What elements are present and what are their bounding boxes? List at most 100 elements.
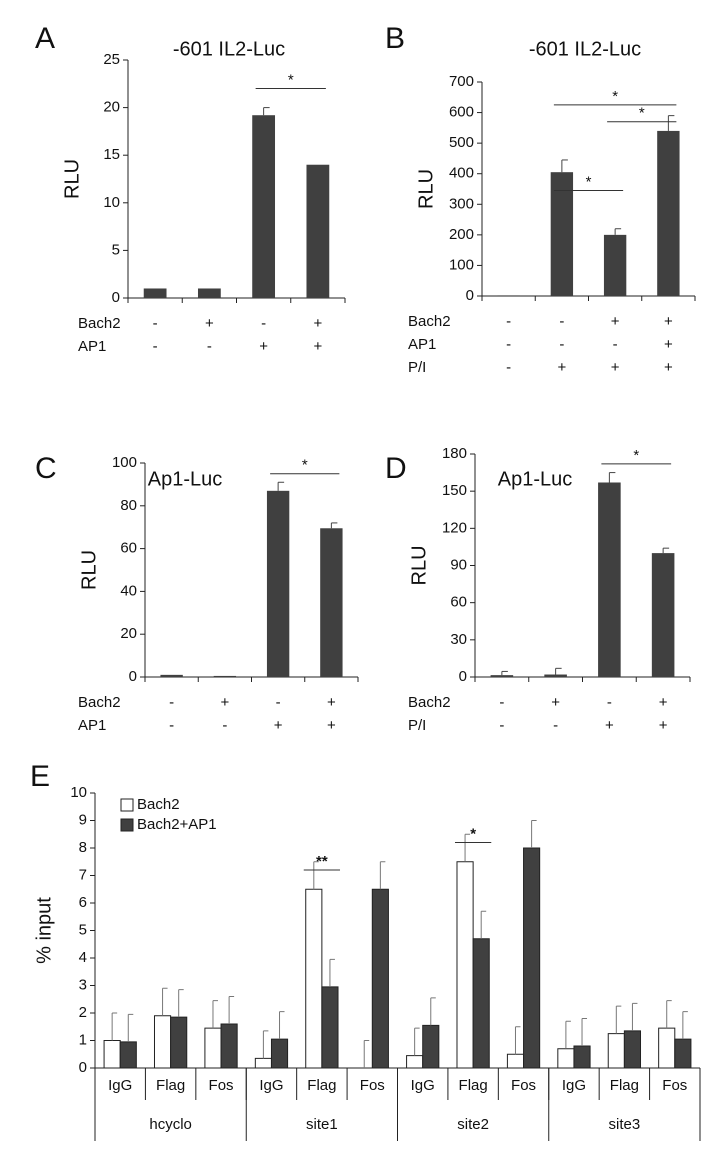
x-tick-label: IgG xyxy=(411,1077,435,1094)
bar xyxy=(651,553,675,677)
condition-sign: - xyxy=(553,717,558,734)
x-tick-label: IgG xyxy=(259,1077,283,1094)
bar xyxy=(472,938,490,1069)
x-tick-label: Fos xyxy=(511,1077,536,1094)
condition-sign: + xyxy=(327,717,336,734)
y-tick-label: 120 xyxy=(442,519,467,536)
y-tick-label: 10 xyxy=(70,784,87,801)
y-axis-label: % input xyxy=(33,897,55,964)
bar xyxy=(254,1057,272,1069)
y-tick-label: 700 xyxy=(449,73,474,90)
bar xyxy=(103,1040,121,1069)
significance-mark: * xyxy=(288,72,294,89)
bar xyxy=(197,288,221,298)
bar xyxy=(557,1048,575,1069)
group-label: hcyclo xyxy=(149,1116,192,1133)
x-tick-label: Flag xyxy=(156,1077,185,1094)
y-tick-label: 60 xyxy=(450,594,467,611)
y-tick-label: 0 xyxy=(79,1059,87,1076)
x-tick-label: Fos xyxy=(209,1077,234,1094)
y-tick-label: 5 xyxy=(112,241,120,258)
bar xyxy=(406,1055,424,1069)
bar xyxy=(607,1033,625,1069)
bar xyxy=(674,1038,692,1069)
x-tick-label: Flag xyxy=(610,1077,639,1094)
condition-sign: - xyxy=(222,717,227,734)
bar xyxy=(153,1015,172,1069)
bar xyxy=(544,674,567,677)
y-tick-label: 6 xyxy=(79,894,87,911)
significance-mark: * xyxy=(302,457,308,474)
bar xyxy=(603,234,627,296)
x-tick-label: Fos xyxy=(662,1077,687,1094)
condition-sign: - xyxy=(607,694,612,711)
condition-label: P/I xyxy=(408,359,426,376)
y-tick-label: 60 xyxy=(120,540,137,557)
condition-sign: + xyxy=(274,717,283,734)
significance-mark: * xyxy=(470,825,476,842)
y-tick-label: 100 xyxy=(112,454,137,471)
condition-sign: - xyxy=(499,717,504,734)
condition-sign: - xyxy=(613,336,618,353)
bar xyxy=(252,115,276,298)
condition-sign: - xyxy=(169,717,174,734)
bar xyxy=(506,1053,525,1069)
condition-label: Bach2 xyxy=(78,315,121,332)
y-tick-label: 2 xyxy=(79,1004,87,1021)
condition-sign: + xyxy=(659,694,668,711)
bar xyxy=(204,1027,222,1069)
bar xyxy=(305,888,323,1069)
significance-mark: * xyxy=(612,88,618,105)
condition-sign: - xyxy=(506,359,511,376)
y-tick-label: 7 xyxy=(79,866,87,883)
condition-sign: - xyxy=(153,315,158,332)
y-tick-label: 10 xyxy=(103,194,120,211)
significance-mark: * xyxy=(633,447,639,464)
y-tick-label: 0 xyxy=(112,289,120,306)
condition-sign: + xyxy=(259,338,268,355)
condition-label: AP1 xyxy=(78,338,106,355)
condition-sign: + xyxy=(557,359,566,376)
y-tick-label: 0 xyxy=(459,668,467,685)
chart-title: Ap1-Luc xyxy=(148,468,223,490)
condition-sign: + xyxy=(313,338,322,355)
bar xyxy=(658,1027,676,1069)
significance-mark: * xyxy=(639,105,645,122)
bar xyxy=(320,528,343,677)
y-tick-label: 8 xyxy=(79,839,87,856)
condition-sign: + xyxy=(551,694,560,711)
y-axis-label: RLU xyxy=(408,545,430,585)
chart-title: -601 IL2-Luc xyxy=(529,38,641,60)
bar xyxy=(213,675,237,677)
condition-label: Bach2 xyxy=(408,313,451,330)
y-tick-label: 150 xyxy=(442,482,467,499)
condition-sign: + xyxy=(605,717,614,734)
condition-label: AP1 xyxy=(78,717,106,734)
y-tick-label: 15 xyxy=(103,146,120,163)
bar xyxy=(550,172,574,296)
panel-letter: C xyxy=(35,452,57,485)
legend-swatch xyxy=(120,818,134,832)
group-label: site2 xyxy=(457,1116,489,1133)
condition-sign: + xyxy=(664,359,673,376)
condition-sign: + xyxy=(313,315,322,332)
condition-sign: - xyxy=(169,694,174,711)
bar xyxy=(490,675,514,677)
group-label: site1 xyxy=(306,1116,338,1133)
bar xyxy=(456,861,474,1069)
bar xyxy=(220,1023,238,1069)
y-tick-label: 30 xyxy=(450,631,467,648)
legend-label: Bach2+AP1 xyxy=(137,816,217,833)
bar xyxy=(143,288,167,298)
condition-sign: - xyxy=(559,313,564,330)
y-tick-label: 400 xyxy=(449,165,474,182)
bar xyxy=(598,482,621,677)
bar xyxy=(573,1045,591,1069)
y-tick-label: 0 xyxy=(466,287,474,304)
chart-title: Ap1-Luc xyxy=(498,468,573,490)
bar xyxy=(371,888,389,1069)
bar xyxy=(306,164,330,298)
condition-label: P/I xyxy=(408,717,426,734)
condition-sign: + xyxy=(205,315,214,332)
